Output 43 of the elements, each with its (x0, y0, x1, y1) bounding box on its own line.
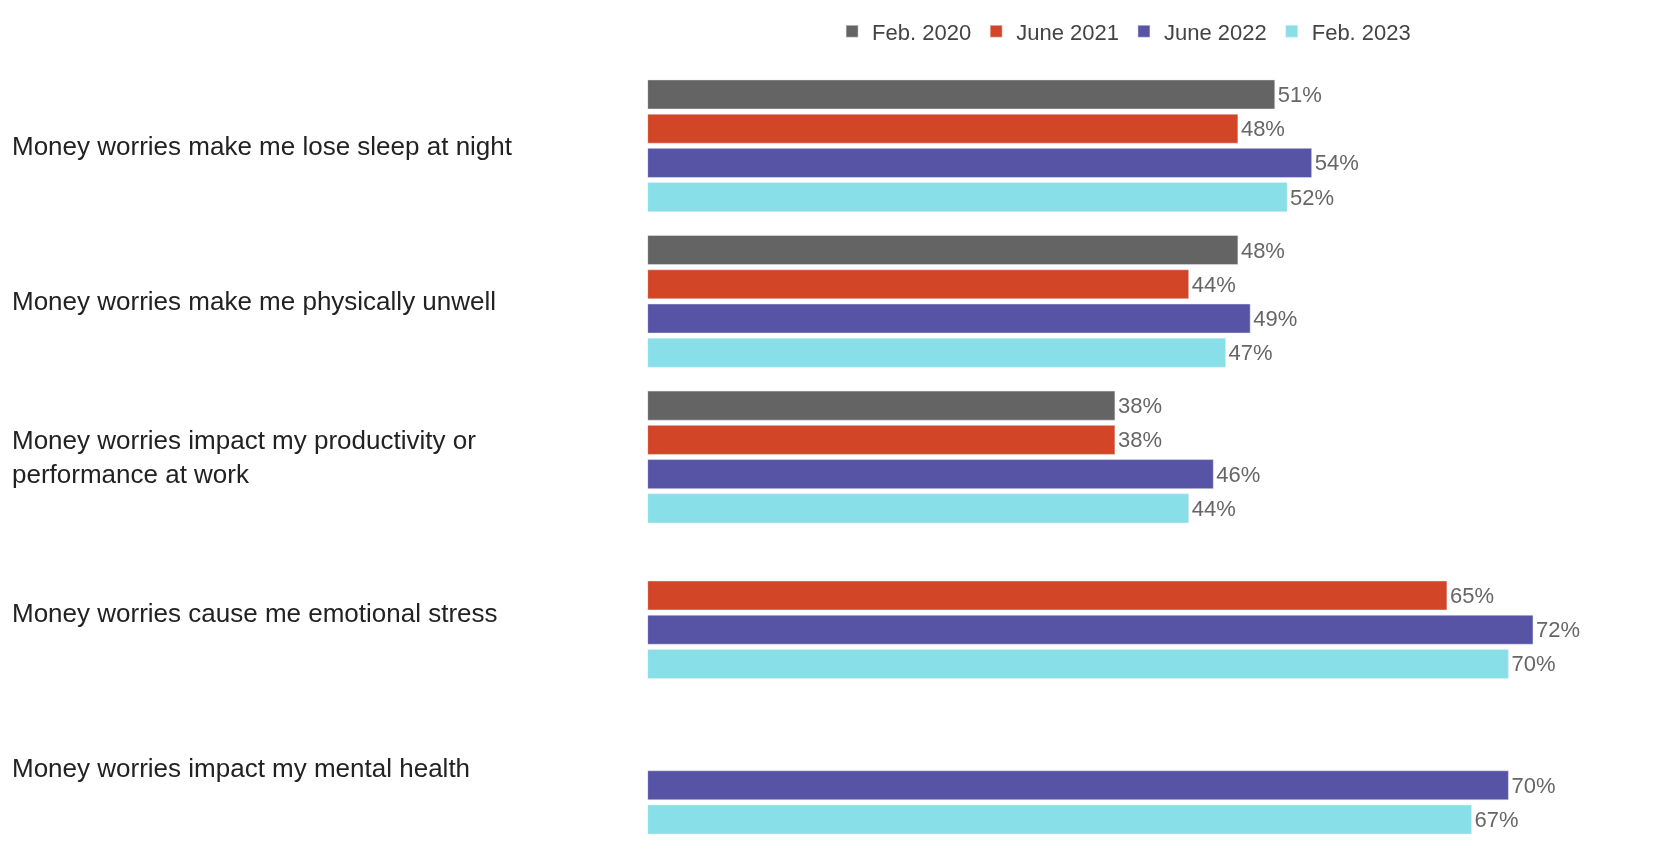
legend-label: June 2022 (1163, 19, 1267, 45)
bar (647, 614, 1534, 645)
data-label: 38% (1117, 393, 1162, 419)
data-label: 52% (1290, 184, 1335, 210)
bar (647, 390, 1116, 421)
data-label: 72% (1536, 617, 1581, 643)
data-label: 70% (1511, 651, 1556, 677)
data-label: 70% (1511, 772, 1556, 798)
data-label: 54% (1314, 150, 1359, 176)
data-label: 38% (1117, 427, 1162, 453)
legend-label: June 2021 (1016, 19, 1119, 45)
y-tick-label: Money worries impact my mental health (12, 753, 471, 783)
data-label: 44% (1191, 495, 1236, 521)
bar (647, 649, 1509, 679)
bar (647, 303, 1251, 334)
bar (647, 425, 1116, 455)
bar (647, 337, 1226, 368)
y-tick-label: Money worries cause me emotional stress (12, 598, 498, 628)
bar (647, 79, 1276, 110)
data-label: 67% (1474, 807, 1519, 833)
bar (647, 148, 1312, 178)
legend-label: Feb. 2020 (872, 19, 972, 45)
data-label: 46% (1216, 461, 1261, 487)
data-label: 51% (1277, 81, 1322, 107)
legend-label: Feb. 2023 (1311, 19, 1411, 45)
data-label: 48% (1240, 237, 1285, 263)
data-label: 48% (1240, 116, 1285, 142)
data-label: 49% (1253, 306, 1298, 332)
bar (647, 493, 1189, 524)
bar (647, 235, 1239, 265)
y-tick-label: Money worries make me physically unwell (12, 286, 497, 316)
y-tick-label: Money worries impact my productivity or performance at work (12, 425, 477, 489)
bar (647, 580, 1448, 611)
data-label: 47% (1228, 340, 1273, 366)
bar (647, 182, 1288, 212)
bar (647, 459, 1214, 489)
bar (647, 770, 1509, 801)
bar (647, 269, 1189, 300)
data-label: 44% (1191, 271, 1236, 297)
bar (647, 804, 1472, 835)
y-tick-label: Money worries make me lose sleep at night (12, 131, 513, 161)
bar (647, 113, 1239, 144)
data-label: 65% (1449, 582, 1494, 608)
